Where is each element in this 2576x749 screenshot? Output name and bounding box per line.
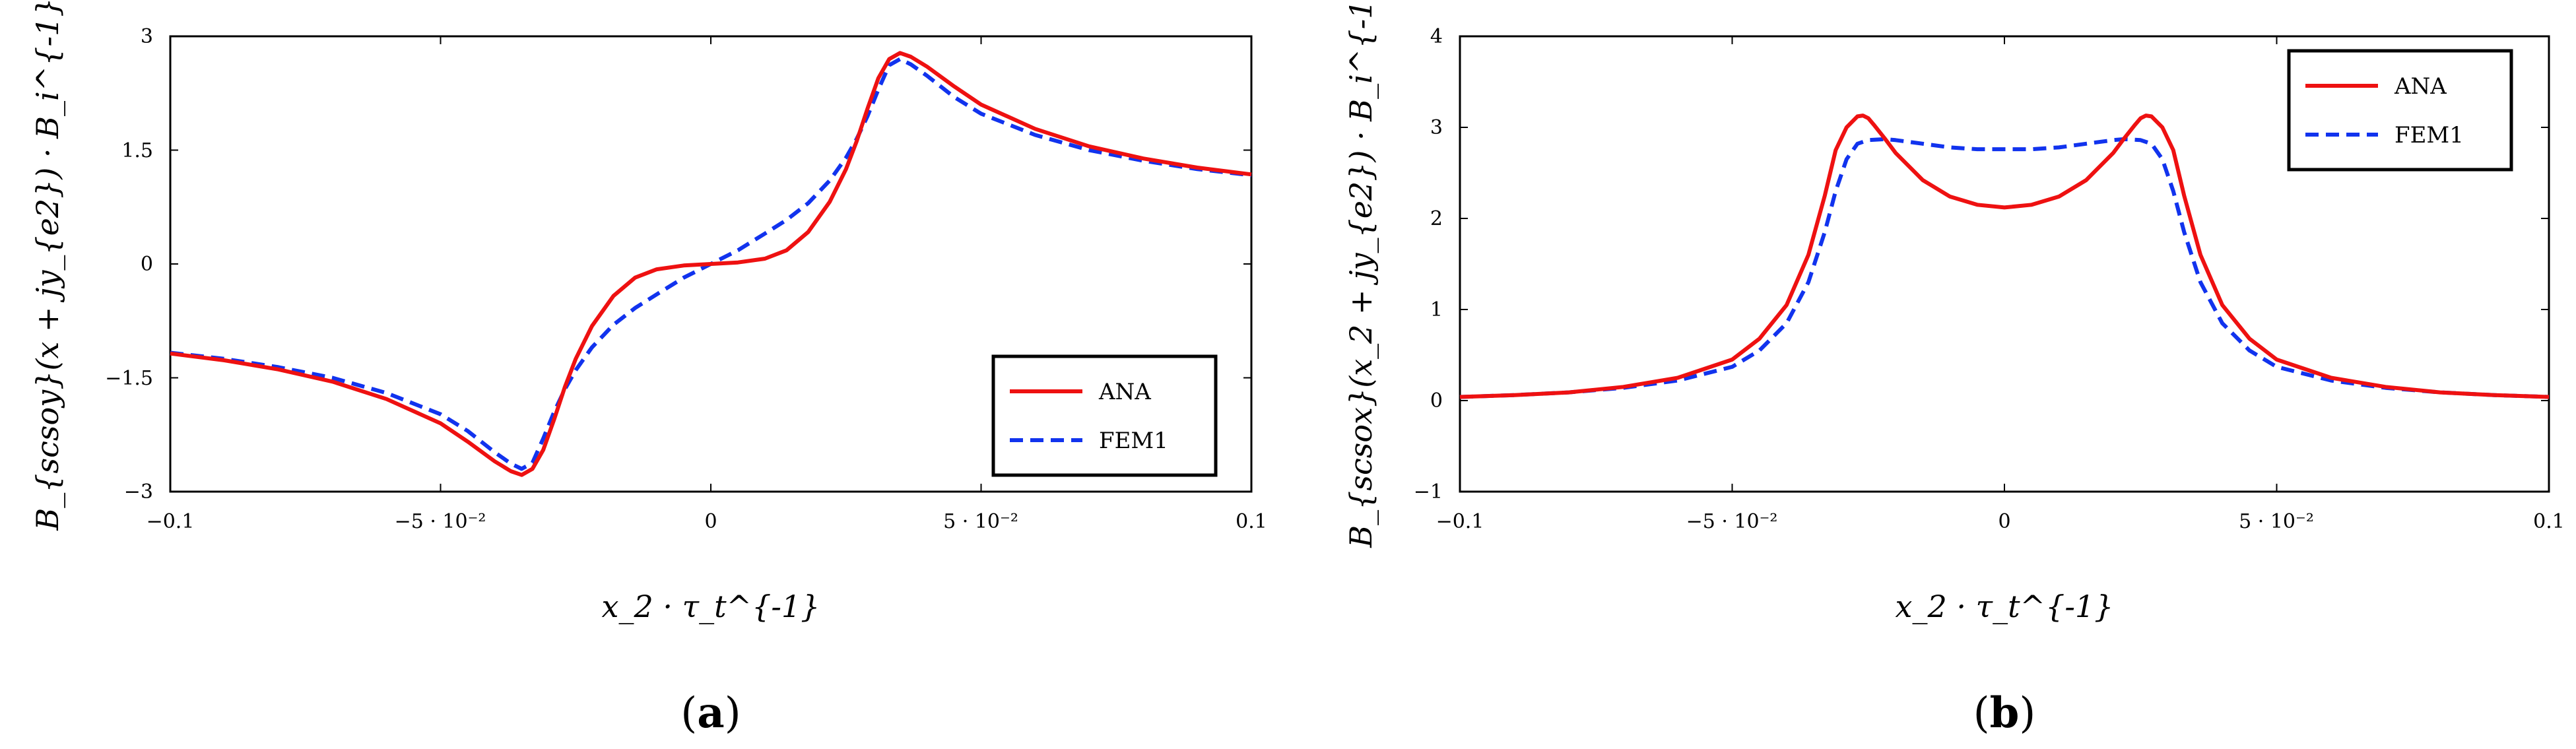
chart-a-y-axis-label: B_{scsoy}(x + jy_{e2}) · B_i^{-1} [30, 0, 65, 531]
chart-a-series [170, 51, 1252, 477]
chart-b-ticks [1459, 36, 2550, 492]
chart-b-x-axis-label: x_2 · τ_t^{-1} [1896, 589, 2114, 624]
chart-a-legend-label-ana: ANA [1098, 379, 1151, 405]
chart-b-caption: (b) [1973, 688, 2036, 738]
chart-b-tick-label-x: 0 [1998, 510, 2010, 533]
chart-a-tick-label-y: −1.5 [105, 367, 153, 390]
chart-b-tick-label-y: 1 [1430, 298, 1443, 321]
chart-a-tick-label-x: 0.1 [1236, 510, 1267, 533]
chart-a-legend-label-fem1: FEM1 [1099, 428, 1168, 454]
chart-a-tick-label-x: 0 [704, 510, 717, 533]
chart-b-tick-label-x: −0.1 [1436, 510, 1484, 533]
chart-a-series-ana [170, 51, 1252, 477]
chart-a-x-axis-label: x_2 · τ_t^{-1} [602, 589, 820, 624]
chart-a-tick-label-y: 1.5 [121, 139, 153, 162]
chart-b-tick-label-x: −5 · 10⁻² [1686, 510, 1778, 533]
chart-a: −0.1 −5 · 10⁻² 0 5 · 10⁻² 0.1 −3 −1.5 0 … [30, 0, 1267, 738]
chart-b-tick-label-x: 0.1 [2533, 510, 2565, 533]
chart-a-legend-frame [991, 354, 1218, 477]
chart-b: −0.1 −5 · 10⁻² 0 5 · 10⁻² 0.1 −1 0 1 2 3… [1343, 0, 2565, 738]
chart-a-tick-label-y: 0 [141, 253, 153, 276]
chart-b-series-ana [1459, 114, 2550, 399]
chart-b-tick-label-y: 0 [1430, 389, 1443, 412]
chart-a-tick-label-x: −5 · 10⁻² [395, 510, 486, 533]
chart-a-caption: (a) [680, 688, 741, 738]
chart-b-legend: ANA FEM1 [2287, 49, 2513, 172]
chart-b-series [1459, 114, 2550, 399]
chart-b-y-axis-label: B_{scsox}(x_2 + jy_{e2}) · B_i^{-1} [1343, 0, 1379, 548]
chart-b-tick-label-y: 3 [1430, 116, 1443, 139]
chart-a-ticks [170, 36, 1252, 492]
chart-b-series-fem1 [1459, 137, 2550, 399]
chart-a-tick-label-x: 5 · 10⁻² [943, 510, 1018, 533]
chart-b-tick-label-y: 2 [1430, 207, 1443, 230]
chart-b-legend-label-ana: ANA [2394, 73, 2447, 100]
chart-a-tick-label-y: −3 [124, 480, 153, 504]
chart-a-tick-label-x: −0.1 [147, 510, 195, 533]
chart-b-tick-label-x: 5 · 10⁻² [2239, 510, 2314, 533]
chart-b-legend-frame [2287, 49, 2513, 172]
chart-b-tick-label-y: 4 [1430, 25, 1443, 48]
chart-b-tick-label-y: −1 [1414, 480, 1443, 504]
chart-a-tick-label-y: 3 [141, 25, 153, 48]
chart-b-legend-label-fem1: FEM1 [2394, 122, 2464, 148]
chart-a-legend: ANA FEM1 [991, 354, 1218, 477]
